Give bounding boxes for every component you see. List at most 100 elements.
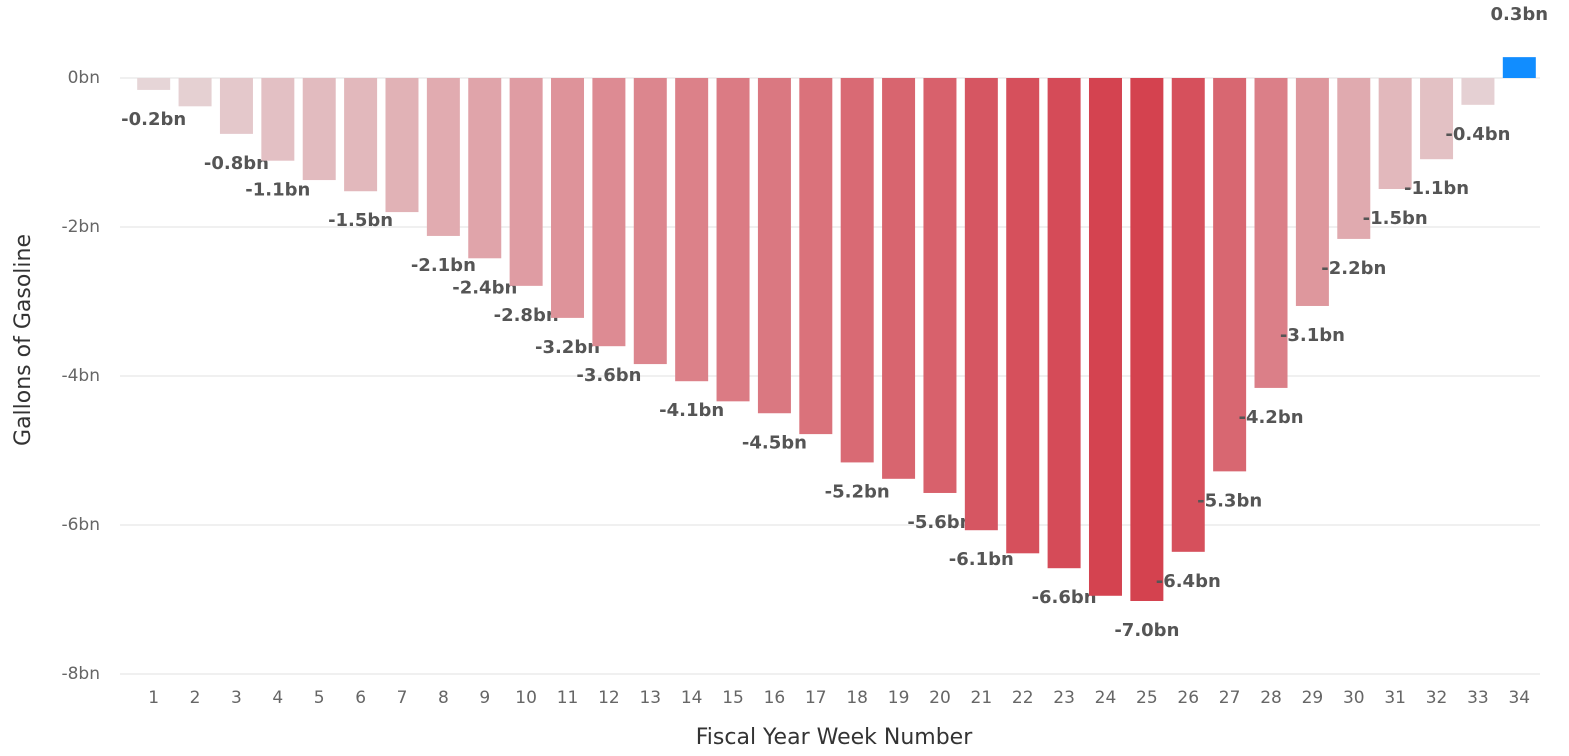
x-tick-label: 33 [1467,688,1489,708]
data-label: -3.2bn [535,337,600,358]
bar [1420,78,1454,160]
x-tick-label: 1 [148,688,159,708]
bar [675,78,709,382]
data-label: -4.2bn [1238,407,1303,428]
bar [716,78,750,402]
bar [1337,78,1371,239]
bar [137,78,171,90]
bar [1047,78,1081,569]
bar [385,78,419,213]
bar [1088,78,1122,596]
x-tick-label: 6 [355,688,366,708]
x-tick-label: 7 [397,688,408,708]
x-tick-label: 21 [971,688,993,708]
x-tick-label: 30 [1343,688,1365,708]
x-tick-label: 10 [515,688,537,708]
x-tick-label: 29 [1302,688,1324,708]
x-tick-label: 17 [805,688,827,708]
data-label: -6.6bn [1032,587,1097,608]
y-tick-label: -8bn [61,664,100,684]
data-label: -2.4bn [452,277,517,298]
x-tick-label: 2 [190,688,201,708]
data-label: -0.4bn [1445,124,1510,145]
data-label: -1.1bn [1404,178,1469,199]
x-tick-label: 5 [314,688,325,708]
data-label: -1.5bn [1363,208,1428,229]
bar [468,78,502,259]
bar [1171,78,1205,552]
bar [1295,78,1329,306]
bar [923,78,957,493]
bar [261,78,295,161]
x-tick-label: 31 [1384,688,1406,708]
data-label: -6.1bn [949,549,1014,570]
x-tick-label: 34 [1508,688,1530,708]
data-label: -3.6bn [576,365,641,386]
x-tick-label: 14 [681,688,703,708]
bar [1502,57,1536,78]
bar [426,78,460,236]
bar [1006,78,1040,554]
bar [882,78,916,479]
x-tick-label: 23 [1053,688,1075,708]
data-label: -5.3bn [1197,490,1262,511]
bar [178,78,212,107]
x-tick-label: 13 [639,688,661,708]
bar [344,78,378,192]
x-tick-label: 18 [846,688,868,708]
data-label: -0.8bn [204,153,269,174]
data-label: -5.2bn [825,481,890,502]
x-tick-label: 25 [1136,688,1158,708]
data-label: -4.1bn [659,400,724,421]
x-tick-label: 27 [1219,688,1241,708]
bar [1213,78,1247,472]
x-tick-label: 3 [231,688,242,708]
data-label: -1.1bn [245,180,310,201]
bar [840,78,874,463]
y-tick-label: -4bn [61,366,100,386]
x-tick-label: 28 [1260,688,1282,708]
bar [509,78,543,286]
y-tick-label: -2bn [61,217,100,237]
bar [219,78,253,134]
data-label: -6.4bn [1156,571,1221,592]
x-tick-label: 16 [764,688,786,708]
bar [633,78,667,365]
data-label: -7.0bn [1114,620,1179,641]
x-tick-label: 15 [722,688,744,708]
data-label: -5.6bn [907,512,972,533]
bar [1378,78,1412,190]
x-tick-label: 19 [888,688,910,708]
x-tick-label: 20 [929,688,951,708]
bar [302,78,336,181]
data-label: -2.8bn [494,305,559,326]
x-tick-label: 26 [1177,688,1199,708]
data-label: -0.2bn [121,109,186,130]
bar [757,78,791,414]
x-tick-label: 8 [438,688,449,708]
data-label: -2.2bn [1321,258,1386,279]
y-tick-label: -6bn [61,515,100,535]
x-tick-label: 4 [272,688,283,708]
data-label: -1.5bn [328,210,393,231]
x-tick-label: 22 [1012,688,1034,708]
x-tick-label: 12 [598,688,620,708]
y-axis-title: Gallons of Gasoline [11,234,36,446]
data-label: 0.3bn [1491,4,1549,25]
x-tick-label: 32 [1426,688,1448,708]
x-axis-title: Fiscal Year Week Number [696,725,973,750]
data-label: -3.1bn [1280,325,1345,346]
x-tick-label: 24 [1095,688,1117,708]
data-label: -2.1bn [411,255,476,276]
x-tick-label: 11 [557,688,579,708]
y-tick-label: 0bn [68,68,100,88]
bar [592,78,626,347]
bar [551,78,585,318]
bar [799,78,833,435]
bar [964,78,998,531]
x-tick-label: 9 [479,688,490,708]
data-label: -4.5bn [742,432,807,453]
bar [1130,78,1164,601]
bar [1254,78,1288,388]
